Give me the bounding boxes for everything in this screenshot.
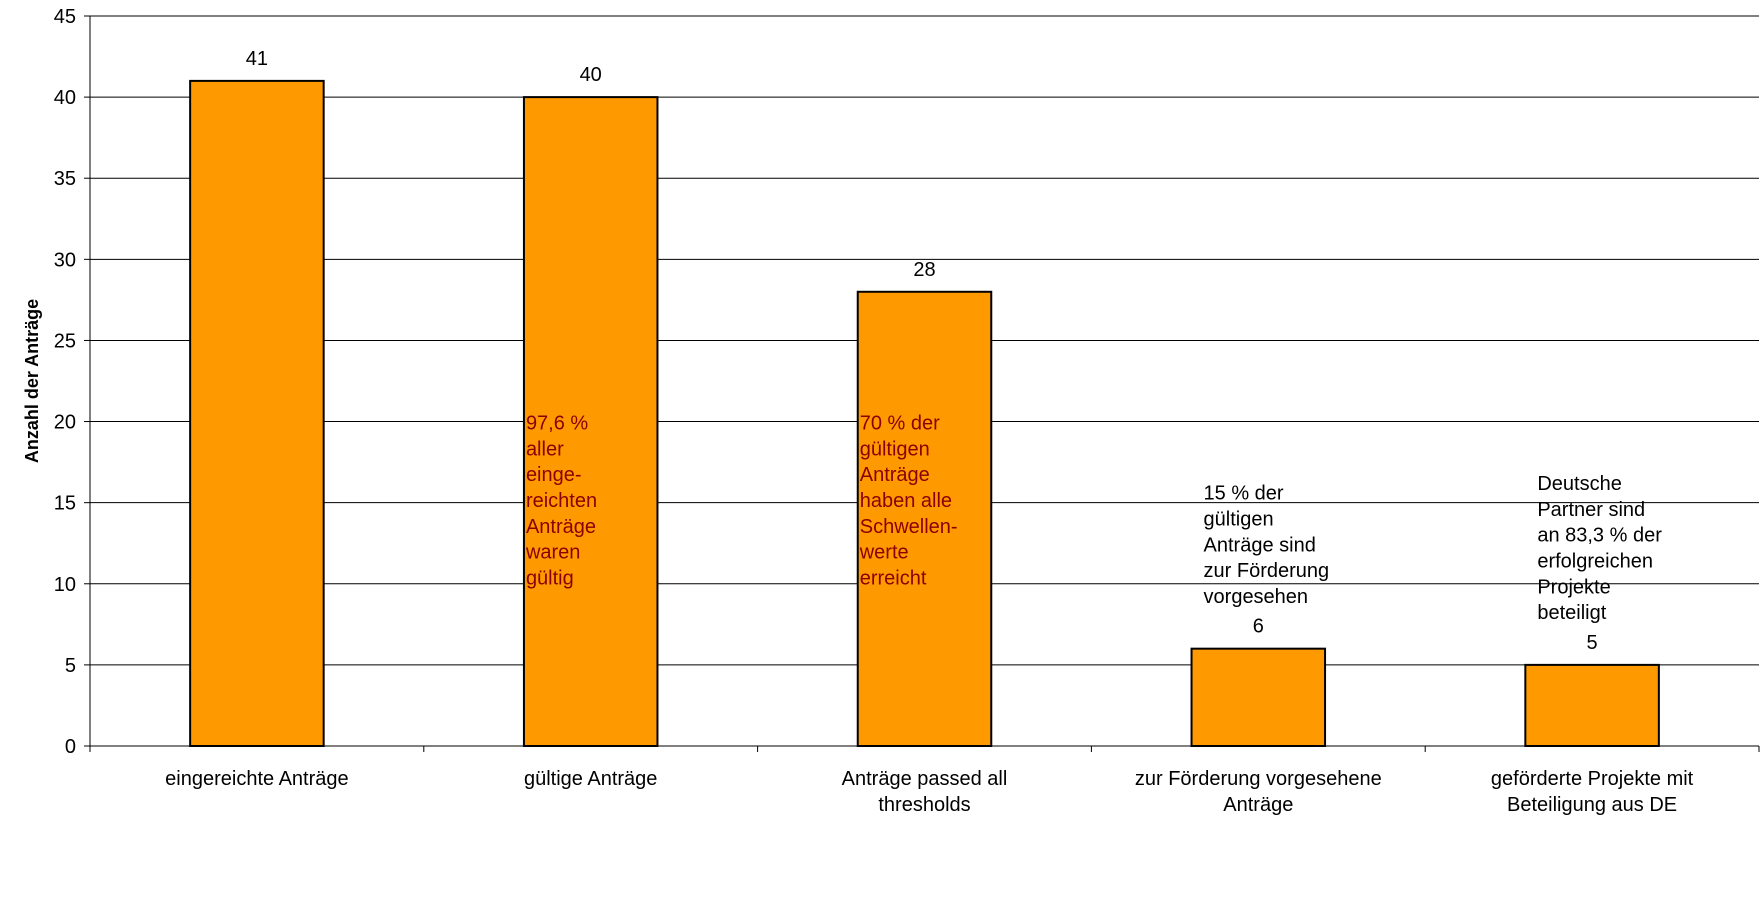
y-tick-label: 30 — [54, 249, 76, 271]
y-axis: 0 5 10 15 20 25 30 35 40 45 — [54, 6, 91, 758]
x-tick-label: zur Förderung vorgesehene Anträge — [1135, 768, 1382, 816]
annotation-text: 15 % der gültigen Anträge sind zur Förderun… — [1204, 483, 1330, 608]
data-label: 41 — [246, 48, 268, 70]
y-tick-label: 40 — [54, 87, 76, 109]
x-axis: eingereichte Anträge gültige Anträge Anträ… — [89, 745, 1760, 816]
bar — [522, 96, 659, 748]
y-tick-label: 25 — [54, 330, 76, 352]
y-tick-label: 45 — [54, 6, 76, 28]
annotation-text: Deutsche Partner sind an 83,3 % der erfolgr… — [1537, 473, 1662, 624]
y-tick-label: 35 — [54, 168, 76, 190]
data-label: 6 — [1253, 616, 1264, 638]
data-label: 40 — [580, 64, 602, 86]
annotation-text: 97,6 % aller einge-reichten Anträge waren gül… — [525, 413, 597, 590]
y-tick-label: 15 — [54, 493, 76, 515]
annotation-text: 70 % der gültigen Anträge haben alle Schwell… — [859, 413, 958, 590]
bar — [1524, 663, 1660, 748]
y-axis-title: Anzahl der Anträge — [22, 299, 42, 463]
x-tick-label: gültige Anträge — [524, 768, 657, 790]
data-labels: 41 40 28 6 5 — [246, 48, 1598, 654]
y-tick-label: 5 — [65, 655, 76, 677]
y-tick-label: 20 — [54, 412, 76, 434]
y-tick-label: 0 — [65, 736, 76, 758]
data-label: 5 — [1587, 632, 1598, 654]
bars — [189, 79, 1660, 748]
x-tick-label: geförderte Projekte mit Beteiligung aus D… — [1491, 768, 1694, 816]
x-tick-label: eingereichte Anträge — [165, 768, 348, 790]
y-tick-label: 10 — [54, 574, 76, 596]
annotations: 97,6 % aller einge-reichten Anträge waren gül… — [525, 413, 1662, 625]
bar — [189, 79, 325, 747]
data-label: 28 — [913, 259, 935, 281]
x-tick-label: Anträge passed all thresholds — [842, 768, 1008, 816]
bar — [1190, 647, 1327, 748]
bar — [856, 290, 993, 747]
